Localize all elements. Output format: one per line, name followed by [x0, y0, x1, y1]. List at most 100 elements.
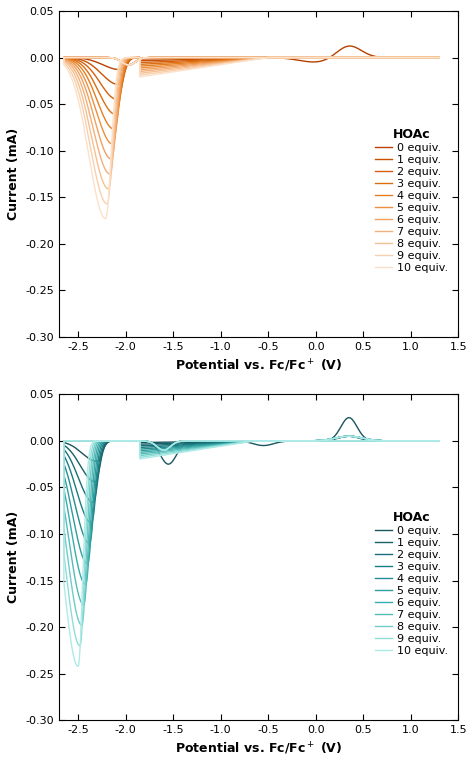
9 equiv. [315, 53, 320, 62]
6 equiv. [67, 53, 73, 62]
9 equiv. [104, 199, 109, 209]
4 equiv. [437, 436, 442, 445]
1 equiv. [315, 53, 320, 62]
7 equiv. [290, 436, 295, 445]
10 equiv. [335, 436, 340, 445]
5 equiv. [290, 436, 295, 445]
Line: 4 equiv.: 4 equiv. [64, 436, 439, 543]
10 equiv. [220, 436, 226, 445]
1 equiv. [110, 79, 116, 88]
0 equiv. [315, 53, 320, 62]
Line: 6 equiv.: 6 equiv. [64, 436, 439, 584]
5 equiv. [215, 53, 220, 62]
3 equiv. [437, 436, 442, 445]
6 equiv. [111, 145, 117, 154]
10 equiv. [138, 54, 144, 63]
1 equiv. [437, 53, 442, 62]
4 equiv. [437, 53, 442, 62]
4 equiv. [138, 54, 144, 63]
0 equiv. [290, 436, 295, 445]
Line: 3 equiv.: 3 equiv. [64, 436, 439, 523]
8 equiv. [437, 53, 442, 62]
Line: 1 equiv.: 1 equiv. [64, 57, 439, 85]
Line: 2 equiv.: 2 equiv. [64, 436, 439, 503]
3 equiv. [259, 53, 264, 63]
0 equiv. [335, 434, 340, 443]
9 equiv. [77, 641, 82, 650]
8 equiv. [437, 53, 442, 62]
Line: 7 equiv.: 7 equiv. [64, 57, 439, 174]
10 equiv. [437, 436, 442, 445]
2 equiv. [114, 95, 120, 104]
8 equiv. [238, 438, 244, 447]
6 equiv. [108, 154, 114, 163]
9 equiv. [215, 53, 220, 62]
0 equiv. [238, 436, 244, 445]
7 equiv. [111, 144, 117, 154]
10 equiv. [215, 53, 220, 62]
5 equiv. [437, 53, 442, 62]
3 equiv. [437, 53, 442, 62]
1 equiv. [437, 436, 442, 445]
1 equiv. [346, 432, 352, 441]
10 equiv. [437, 53, 442, 62]
2 equiv. [110, 94, 116, 103]
9 equiv. [290, 436, 295, 445]
0 equiv. [347, 41, 353, 50]
8 equiv. [111, 136, 117, 145]
1 equiv. [437, 436, 442, 445]
3 equiv. [335, 436, 340, 445]
9 equiv. [259, 53, 264, 63]
6 equiv. [215, 53, 220, 62]
7 equiv. [437, 53, 442, 62]
1 equiv. [220, 436, 226, 445]
10 equiv. [429, 436, 435, 445]
9 equiv. [67, 53, 73, 62]
2 equiv. [91, 498, 96, 507]
7 equiv. [138, 54, 144, 63]
9 equiv. [96, 436, 102, 445]
3 equiv. [215, 53, 220, 62]
6 equiv. [437, 436, 442, 445]
5 equiv. [437, 53, 442, 62]
2 equiv. [315, 53, 320, 62]
X-axis label: Potential vs. Fc/Fc$^+$ (V): Potential vs. Fc/Fc$^+$ (V) [175, 741, 342, 757]
4 equiv. [346, 432, 352, 441]
2 equiv. [96, 436, 102, 445]
4 equiv. [215, 53, 220, 62]
7 equiv. [96, 436, 102, 445]
Line: 4 equiv.: 4 equiv. [64, 57, 439, 129]
8 equiv. [67, 53, 73, 62]
8 equiv. [315, 53, 320, 62]
7 equiv. [346, 432, 352, 441]
4 equiv. [429, 436, 435, 445]
1 equiv. [138, 54, 144, 63]
9 equiv. [335, 436, 340, 445]
7 equiv. [238, 438, 244, 447]
4 equiv. [111, 125, 117, 134]
Line: 0 equiv.: 0 equiv. [64, 418, 439, 465]
0 equiv. [437, 436, 442, 445]
5 equiv. [437, 436, 442, 445]
0 equiv. [220, 436, 226, 445]
Line: 8 equiv.: 8 equiv. [64, 436, 439, 625]
7 equiv. [107, 170, 113, 179]
Line: 3 equiv.: 3 equiv. [64, 57, 439, 115]
2 equiv. [67, 53, 73, 62]
Line: 7 equiv.: 7 equiv. [64, 436, 439, 605]
0 equiv. [138, 54, 144, 63]
1 equiv. [67, 53, 73, 62]
5 equiv. [315, 53, 320, 62]
9 equiv. [111, 122, 117, 131]
7 equiv. [315, 53, 320, 62]
Legend: 0 equiv., 1 equiv., 2 equiv., 3 equiv., 4 equiv., 5 equiv., 6 equiv., 7 equiv., : 0 equiv., 1 equiv., 2 equiv., 3 equiv., … [371, 507, 453, 660]
7 equiv. [437, 436, 442, 445]
9 equiv. [138, 54, 144, 63]
6 equiv. [315, 53, 320, 62]
5 equiv. [109, 140, 115, 149]
2 equiv. [259, 53, 264, 63]
0 equiv. [95, 436, 100, 445]
2 equiv. [437, 53, 442, 62]
8 equiv. [290, 436, 295, 445]
10 equiv. [102, 214, 108, 223]
